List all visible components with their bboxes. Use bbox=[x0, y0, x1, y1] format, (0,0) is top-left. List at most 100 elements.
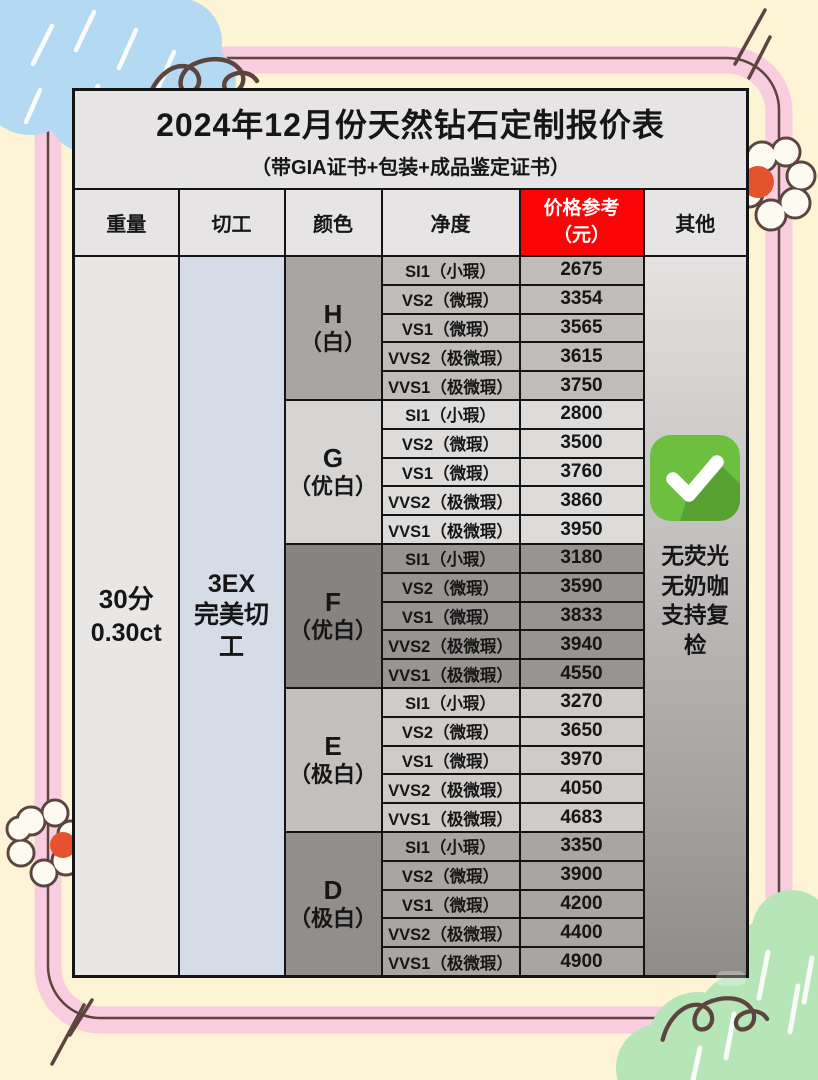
color-letter: F bbox=[325, 587, 341, 618]
clarity-cell: SI1（小瑕） bbox=[380, 830, 521, 862]
price-row: VS2（微瑕） 3900 bbox=[74, 859, 748, 891]
price-row: VVS2（极微瑕） 3615 bbox=[74, 341, 748, 373]
color-grade: （极白） bbox=[288, 906, 377, 932]
price-cell: 3354 bbox=[518, 283, 645, 315]
clarity-cell: VVS1（极微瑕） bbox=[380, 658, 521, 689]
color-letter: H bbox=[323, 299, 343, 330]
frame-border bbox=[34, 46, 793, 1034]
clarity-cell: VVS2（极微瑕） bbox=[380, 341, 521, 373]
clarity-cell: SI1（小瑕） bbox=[380, 255, 521, 286]
color-letter: G bbox=[322, 443, 344, 474]
price-cell: 4683 bbox=[518, 802, 645, 833]
price-cell: 3180 bbox=[518, 542, 645, 574]
clarity-cell: VS1（微瑕） bbox=[380, 600, 521, 632]
price-cell: 3350 bbox=[518, 830, 645, 862]
clarity-cell: VS2（微瑕） bbox=[380, 859, 521, 891]
price-cell: 3615 bbox=[518, 341, 645, 373]
column-header-row: 重量 切工 颜色 净度 价格参考 （元） 其他 bbox=[72, 188, 749, 257]
price-cell: 3565 bbox=[518, 312, 645, 344]
other-note-line: 检 bbox=[684, 633, 707, 659]
price-cell: 3270 bbox=[518, 686, 645, 718]
color-letter: D bbox=[323, 875, 343, 906]
clarity-cell: VVS2（极微瑕） bbox=[380, 485, 521, 517]
clarity-cell: VVS1（极微瑕） bbox=[380, 514, 521, 545]
price-cell: 3590 bbox=[518, 571, 645, 603]
clarity-cell: VVS1（极微瑕） bbox=[380, 946, 521, 978]
color-letter: E bbox=[324, 731, 342, 762]
price-row: VVS1（极微瑕） 4550 bbox=[74, 658, 748, 689]
clarity-cell: VS1（微瑕） bbox=[380, 456, 521, 488]
clarity-cell: VS2（微瑕） bbox=[380, 283, 521, 315]
color-grade: （白） bbox=[299, 330, 366, 356]
price-row: E （极白） SI1（小瑕） 3270 bbox=[74, 686, 748, 833]
price-row: VS2（微瑕） 3590 bbox=[74, 571, 748, 603]
weight-line: 30分 bbox=[98, 583, 154, 614]
price-cell: 2675 bbox=[518, 255, 645, 286]
color-group-cell: G （优白） bbox=[283, 398, 383, 545]
price-row: VS2（微瑕） 3500 bbox=[74, 427, 748, 459]
price-row: VVS2（极微瑕） 3860 bbox=[74, 485, 748, 517]
other-note-line: 无奶咖 bbox=[661, 573, 730, 599]
price-row: VS2（微瑕） 3650 bbox=[74, 715, 748, 747]
flower-icon bbox=[5, 798, 86, 888]
watermark-badge bbox=[716, 971, 746, 986]
weight-cell: 30分 0.30ct bbox=[72, 254, 180, 978]
price-row: VS1（微瑕） 3833 bbox=[74, 600, 748, 632]
price-cell: 4550 bbox=[518, 658, 645, 689]
price-row: G （优白） SI1（小瑕） 2800 bbox=[74, 398, 748, 545]
price-cell: 3760 bbox=[518, 456, 645, 488]
price-row: VVS2（极微瑕） 3940 bbox=[74, 629, 748, 661]
price-row: VS1（微瑕） 3760 bbox=[74, 456, 748, 488]
other-note-line: 无荧光 bbox=[661, 544, 730, 569]
col-header-price: 价格参考 （元） bbox=[518, 188, 645, 257]
price-cell: 3970 bbox=[518, 744, 645, 776]
price-row: F （优白） SI1（小瑕） 3180 bbox=[74, 542, 748, 689]
clarity-cell: SI1（小瑕） bbox=[380, 542, 521, 574]
title-row: 2024年12月份天然钻石定制报价表 （带GIA证书+包装+成品鉴定证书） bbox=[72, 88, 749, 190]
color-group-cell: D （极白） bbox=[283, 830, 383, 978]
price-cell: 3750 bbox=[518, 370, 645, 401]
clarity-cell: VS2（微瑕） bbox=[380, 715, 521, 747]
color-group-cell: F （优白） bbox=[283, 542, 383, 689]
price-cell: 3860 bbox=[518, 485, 645, 517]
col-header-clarity: 净度 bbox=[380, 188, 521, 257]
price-row: VVS1（极微瑕） 4683 bbox=[74, 802, 748, 833]
cut-line: 3EX bbox=[207, 570, 256, 599]
price-row: VVS1（极微瑕） 3750 bbox=[74, 370, 748, 401]
cut-line: 完美切 bbox=[193, 601, 269, 630]
price-row: D （极白） SI1（小瑕） 3350 bbox=[74, 830, 748, 978]
price-row: VS1（微瑕） 3565 bbox=[74, 312, 748, 344]
price-row: VS1（微瑕） 4200 bbox=[74, 888, 748, 920]
dash-accent-icon bbox=[50, 8, 772, 1066]
clarity-cell: VS2（微瑕） bbox=[380, 427, 521, 459]
price-header-line2: （元） bbox=[552, 224, 610, 246]
price-cell: 4050 bbox=[518, 773, 645, 805]
clarity-cell: VS2（微瑕） bbox=[380, 571, 521, 603]
price-cell: 3950 bbox=[518, 514, 645, 545]
page-subtitle: （带GIA证书+包装+成品鉴定证书） bbox=[251, 156, 570, 179]
cut-line: 工 bbox=[218, 632, 244, 661]
price-row: VVS1（极微瑕） 4900 bbox=[74, 946, 748, 978]
clarity-cell: VS1（微瑕） bbox=[380, 312, 521, 344]
col-header-color: 颜色 bbox=[283, 188, 383, 257]
clarity-cell: SI1（小瑕） bbox=[380, 398, 521, 430]
clarity-cell: VVS2（极微瑕） bbox=[380, 917, 521, 949]
clarity-cell: VVS2（极微瑕） bbox=[380, 629, 521, 661]
price-row: VS1（微瑕） 3970 bbox=[74, 744, 748, 776]
price-cell: 3900 bbox=[518, 859, 645, 891]
page-title: 2024年12月份天然钻石定制报价表 bbox=[156, 106, 665, 143]
price-cell: 3940 bbox=[518, 629, 645, 661]
col-header-cut: 切工 bbox=[177, 188, 286, 257]
clarity-cell: VVS2（极微瑕） bbox=[380, 773, 521, 805]
price-cell: 3500 bbox=[518, 427, 645, 459]
clarity-cell: VVS1（极微瑕） bbox=[380, 370, 521, 401]
other-cell: 无荧光 无奶咖 支持复 检 bbox=[642, 254, 749, 978]
price-header-line1: 价格参考 bbox=[543, 197, 620, 219]
weight-line: 0.30ct bbox=[90, 618, 162, 647]
price-row: 30分 0.30ct 3EX 完美切 工 H （白） SI1（小瑕） 2675 bbox=[72, 254, 749, 978]
price-cell: 3650 bbox=[518, 715, 645, 747]
price-row: VVS2（极微瑕） 4050 bbox=[74, 773, 748, 805]
price-table: 2024年12月份天然钻石定制报价表 （带GIA证书+包装+成品鉴定证书） 重量… bbox=[72, 88, 750, 978]
